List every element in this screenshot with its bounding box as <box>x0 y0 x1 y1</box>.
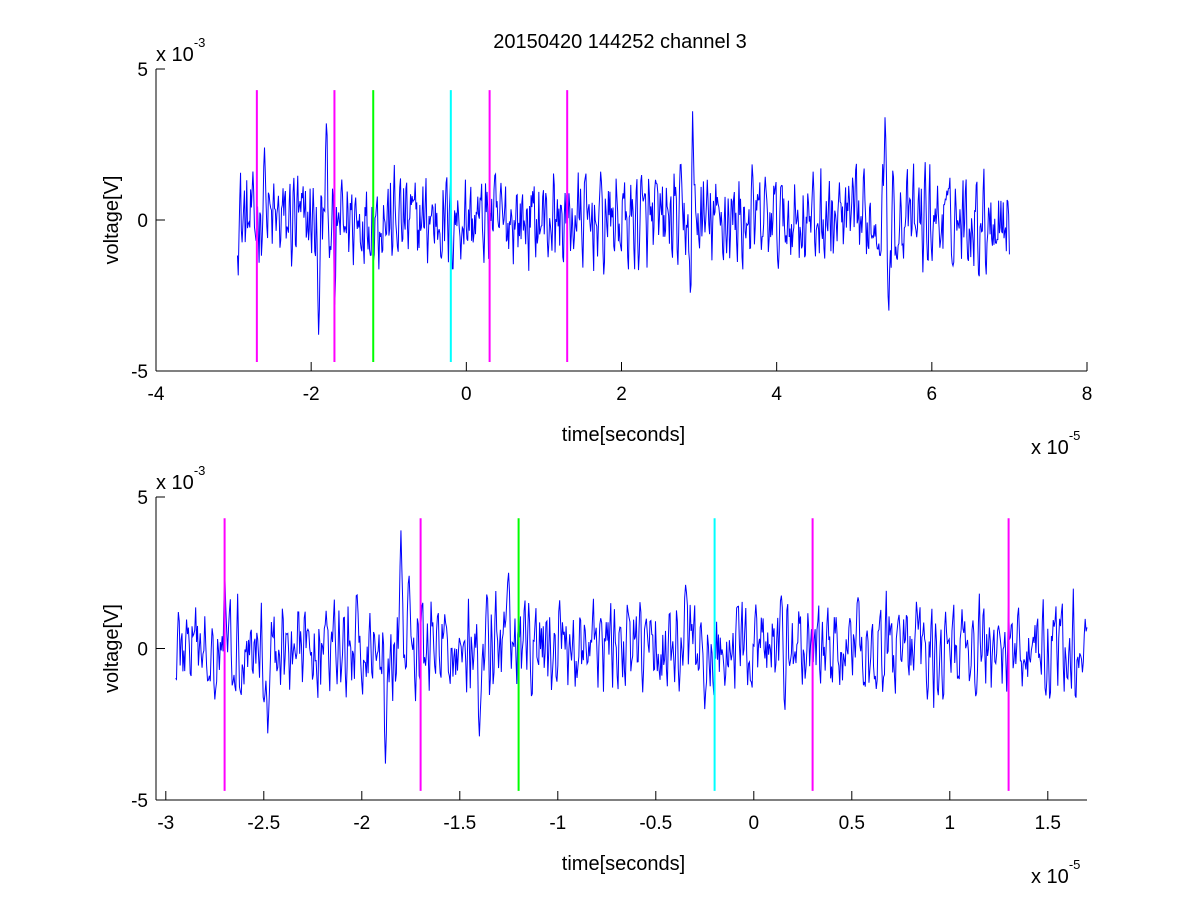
bottom-y-multiplier: x 10-3 <box>156 463 205 494</box>
bottom-x-tick-label: -0.5 <box>639 813 672 834</box>
bottom-x-tick-label: 1 <box>945 813 956 834</box>
bottom-y-multiplier-exp: -3 <box>194 463 206 478</box>
top-x-multiplier-exp: -5 <box>1069 428 1081 443</box>
bottom-x-tick-label: 0 <box>749 813 760 834</box>
top-y-tick-label: 5 <box>137 60 148 81</box>
top-x-tick-label: 8 <box>1082 384 1093 405</box>
bottom-x-axis-label: time[seconds] <box>562 853 685 875</box>
top-y-multiplier-exp: -3 <box>194 35 206 50</box>
bottom-x-tick-label: -1.5 <box>443 813 476 834</box>
figure-title: 20150420 144252 channel 3 <box>493 31 747 53</box>
top-y-axis-label: voltage[V] <box>101 176 123 265</box>
bottom-x-multiplier-base: x 10 <box>1031 866 1069 888</box>
bottom-plot: -3 -2.5 -2 -1.5 -1 -0.5 0 0.5 1 1.5 -5 0 5 time[secon… <box>101 463 1088 888</box>
bottom-y-tick-label: 0 <box>137 640 148 661</box>
top-x-multiplier: x 10-5 <box>1031 428 1080 459</box>
bottom-x-tick-label: -2.5 <box>247 813 280 834</box>
top-x-tick-label: 6 <box>927 384 938 405</box>
bottom-y-tick-label: 5 <box>137 488 148 509</box>
top-x-tick-label: -4 <box>148 384 165 405</box>
top-x-multiplier-base: x 10 <box>1031 437 1069 459</box>
bottom-signal-line <box>175 530 1088 764</box>
top-y-tick-label: -5 <box>131 362 148 383</box>
top-x-axis-label: time[seconds] <box>562 424 685 446</box>
bottom-x-tick-label: -1 <box>549 813 566 834</box>
bottom-y-axis-label: voltage[V] <box>101 604 123 693</box>
bottom-x-tick-label: 0.5 <box>839 813 865 834</box>
bottom-x-tick-label: -3 <box>157 813 174 834</box>
bottom-x-multiplier-exp: -5 <box>1069 857 1081 872</box>
top-plot: -4 -2 0 2 4 6 8 -5 0 5 time[seconds] voltage[V] x 10… <box>101 35 1092 459</box>
top-x-tick-label: 2 <box>616 384 627 405</box>
top-y-multiplier-base: x 10 <box>156 44 194 66</box>
bottom-y-multiplier-base: x 10 <box>156 472 194 494</box>
top-y-multiplier: x 10-3 <box>156 35 205 66</box>
bottom-x-tick-label: 1.5 <box>1035 813 1061 834</box>
top-signal-line <box>236 111 1010 335</box>
bottom-y-tick-label: -5 <box>131 791 148 812</box>
bottom-x-tick-label: -2 <box>353 813 370 834</box>
top-y-tick-label: 0 <box>137 211 148 232</box>
bottom-x-multiplier: x 10-5 <box>1031 857 1080 888</box>
top-x-tick-label: -2 <box>303 384 320 405</box>
top-x-tick-label: 0 <box>461 384 472 405</box>
top-x-tick-label: 4 <box>771 384 782 405</box>
